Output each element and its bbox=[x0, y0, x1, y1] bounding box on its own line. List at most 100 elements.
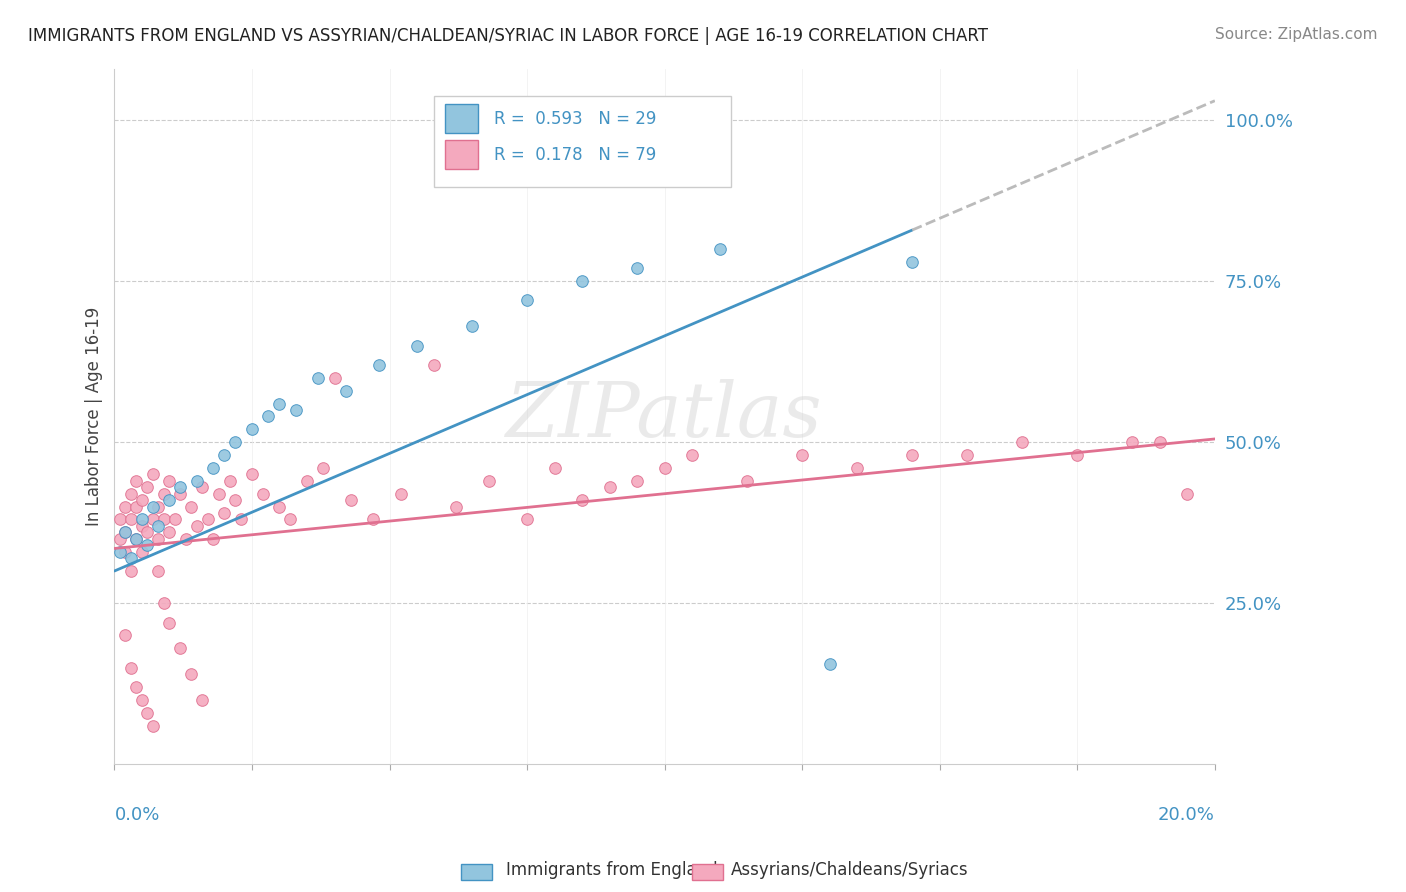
Point bbox=[444, 500, 467, 514]
Point bbox=[269, 396, 291, 410]
Point bbox=[240, 422, 263, 436]
Point bbox=[169, 641, 191, 656]
Point bbox=[280, 512, 302, 526]
Point bbox=[108, 532, 131, 546]
Point bbox=[125, 680, 148, 694]
Point bbox=[312, 461, 335, 475]
Point bbox=[1149, 435, 1171, 450]
Point bbox=[142, 467, 165, 482]
Point bbox=[114, 500, 136, 514]
Point bbox=[120, 660, 142, 674]
Text: 0.0%: 0.0% bbox=[114, 806, 160, 824]
Point bbox=[131, 519, 153, 533]
Point bbox=[131, 544, 153, 558]
Point bbox=[901, 254, 924, 268]
Point bbox=[159, 525, 181, 540]
Point bbox=[735, 474, 758, 488]
Point bbox=[240, 467, 263, 482]
Point bbox=[477, 474, 499, 488]
Point bbox=[125, 532, 148, 546]
Point bbox=[125, 500, 148, 514]
Point bbox=[142, 500, 165, 514]
Point bbox=[197, 512, 219, 526]
Text: 20.0%: 20.0% bbox=[1159, 806, 1215, 824]
Point bbox=[186, 519, 208, 533]
Text: Immigrants from England: Immigrants from England bbox=[506, 861, 718, 879]
Point bbox=[180, 667, 202, 681]
Point bbox=[461, 319, 484, 334]
Point bbox=[125, 532, 148, 546]
Point bbox=[148, 500, 170, 514]
Point bbox=[148, 532, 170, 546]
Point bbox=[136, 525, 159, 540]
Point bbox=[1175, 486, 1198, 500]
Point bbox=[571, 274, 593, 288]
FancyBboxPatch shape bbox=[444, 140, 478, 169]
Point bbox=[136, 706, 159, 720]
Text: Source: ZipAtlas.com: Source: ZipAtlas.com bbox=[1215, 27, 1378, 42]
Point bbox=[120, 564, 142, 578]
Point bbox=[153, 596, 176, 610]
Point bbox=[709, 242, 731, 256]
Point bbox=[108, 512, 131, 526]
FancyBboxPatch shape bbox=[433, 96, 731, 186]
Point bbox=[681, 448, 703, 462]
Point bbox=[1011, 435, 1033, 450]
Point bbox=[295, 474, 318, 488]
Point bbox=[186, 474, 208, 488]
Point bbox=[114, 525, 136, 540]
Point bbox=[406, 338, 429, 352]
Point bbox=[818, 657, 841, 672]
Text: R =  0.593   N = 29: R = 0.593 N = 29 bbox=[494, 110, 657, 128]
Point bbox=[163, 512, 186, 526]
Point bbox=[202, 461, 225, 475]
Point bbox=[229, 512, 252, 526]
Point bbox=[323, 370, 346, 384]
Point bbox=[148, 519, 170, 533]
Point bbox=[214, 448, 236, 462]
Point bbox=[125, 474, 148, 488]
Point bbox=[120, 551, 142, 566]
Point bbox=[335, 384, 357, 398]
Point bbox=[169, 480, 191, 494]
Point bbox=[136, 538, 159, 552]
Point bbox=[180, 500, 202, 514]
Point bbox=[208, 486, 231, 500]
Point bbox=[159, 474, 181, 488]
Point bbox=[224, 493, 246, 508]
Point bbox=[191, 480, 214, 494]
Point bbox=[131, 493, 153, 508]
Point bbox=[142, 512, 165, 526]
Point bbox=[114, 525, 136, 540]
Point bbox=[654, 461, 676, 475]
Point bbox=[626, 474, 648, 488]
Point bbox=[136, 480, 159, 494]
Point bbox=[174, 532, 197, 546]
Point bbox=[120, 512, 142, 526]
Point bbox=[159, 615, 181, 630]
Point bbox=[114, 544, 136, 558]
Text: ZIPatlas: ZIPatlas bbox=[506, 379, 823, 453]
Point bbox=[361, 512, 384, 526]
Point bbox=[846, 461, 869, 475]
Point bbox=[108, 544, 131, 558]
Point bbox=[202, 532, 225, 546]
Point bbox=[120, 486, 142, 500]
Point bbox=[148, 564, 170, 578]
Point bbox=[269, 500, 291, 514]
Point bbox=[543, 461, 565, 475]
Point bbox=[142, 718, 165, 732]
Point bbox=[224, 435, 246, 450]
Point bbox=[159, 493, 181, 508]
Point bbox=[153, 512, 176, 526]
Point bbox=[169, 486, 191, 500]
Text: IMMIGRANTS FROM ENGLAND VS ASSYRIAN/CHALDEAN/SYRIAC IN LABOR FORCE | AGE 16-19 C: IMMIGRANTS FROM ENGLAND VS ASSYRIAN/CHAL… bbox=[28, 27, 988, 45]
Point bbox=[219, 474, 242, 488]
Point bbox=[131, 693, 153, 707]
Point bbox=[252, 486, 274, 500]
Point bbox=[307, 370, 329, 384]
Point bbox=[214, 506, 236, 520]
Point bbox=[389, 486, 412, 500]
Point bbox=[792, 448, 814, 462]
Point bbox=[571, 493, 593, 508]
